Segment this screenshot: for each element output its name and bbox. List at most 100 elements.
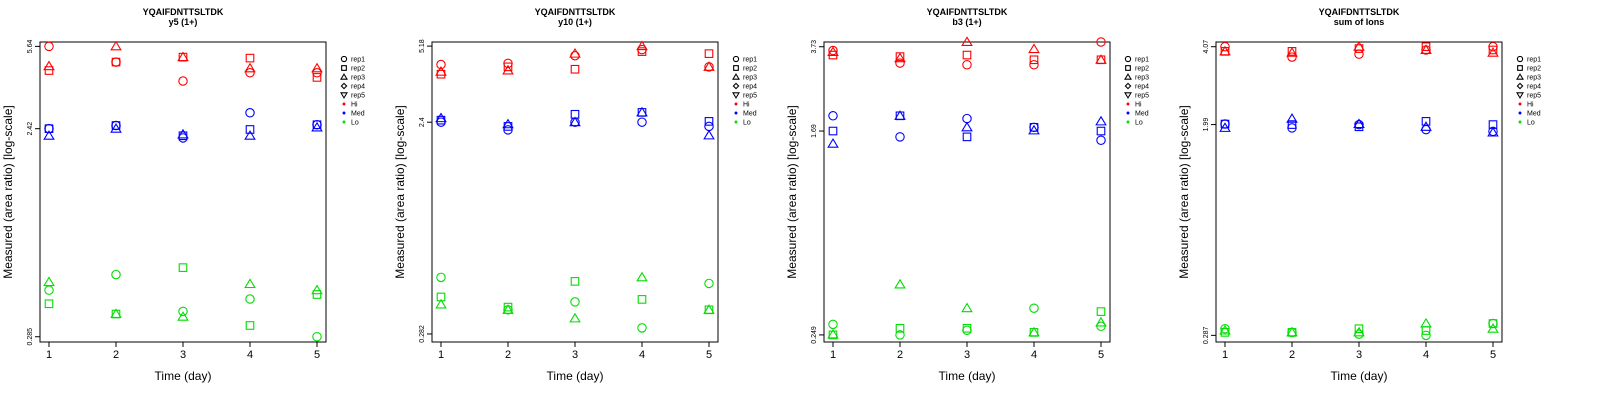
data-point-lo-rep3 xyxy=(703,304,715,314)
data-point-lo-rep3 xyxy=(502,304,514,314)
y-tick-label: 4.07 xyxy=(1203,40,1210,54)
data-point-med-rep2 xyxy=(1354,122,1364,132)
x-tick-label: 3 xyxy=(964,349,970,361)
data-point-med-rep2 xyxy=(828,126,838,136)
data-point-med-rep2 xyxy=(962,132,972,142)
x-tick-label: 1 xyxy=(46,349,52,361)
legend-symbol-rep3 xyxy=(1516,73,1524,80)
legend-symbol-rep3 xyxy=(1124,73,1132,80)
legend-color-lo xyxy=(734,120,738,124)
legend-label: Med xyxy=(1527,111,1541,118)
data-point-hi-rep1 xyxy=(570,50,580,61)
data-point-med-rep3 xyxy=(703,129,715,140)
legend: rep1 rep2 rep3 rep4 rep5 Hi Med Lo xyxy=(1516,55,1541,127)
data-point-med-rep3 xyxy=(827,138,839,148)
data-point-lo-rep1 xyxy=(178,306,188,317)
data-point-lo-rep1 xyxy=(637,323,647,333)
y-tick-label: 0.249 xyxy=(811,326,818,344)
data-point-hi-rep1 xyxy=(44,41,54,52)
data-point-med-rep2 xyxy=(1220,119,1230,129)
data-point-hi-rep1 xyxy=(1220,41,1230,52)
data-point-med-rep1 xyxy=(704,121,714,132)
data-point-lo-rep2 xyxy=(895,323,905,333)
data-point-med-rep2 xyxy=(1029,122,1039,132)
legend-symbol-rep1 xyxy=(1516,55,1524,63)
data-point-lo-rep2 xyxy=(637,295,647,304)
data-point-med-rep3 xyxy=(1095,115,1107,126)
legend-label: rep5 xyxy=(351,93,365,100)
data-point-lo-rep1 xyxy=(704,278,714,289)
plot-frame xyxy=(1215,41,1503,343)
data-point-hi-rep1 xyxy=(1287,52,1297,62)
data-point-med-rep3 xyxy=(1487,126,1499,137)
legend-label: Med xyxy=(743,111,757,118)
data-point-hi-rep3 xyxy=(703,61,715,71)
x-tick-label: 3 xyxy=(1356,349,1362,361)
data-point-lo-rep3 xyxy=(1487,323,1499,333)
data-point-lo-rep3 xyxy=(110,308,122,319)
data-point-med-rep1 xyxy=(637,117,647,127)
x-axis-label: Time (day) xyxy=(155,369,212,383)
data-point-hi-rep2 xyxy=(570,64,580,74)
legend-color-med xyxy=(1518,111,1522,115)
data-point-hi-rep3 xyxy=(1028,43,1040,54)
legend-label: rep3 xyxy=(1135,75,1149,82)
data-point-med-rep2 xyxy=(1287,120,1297,129)
data-point-med-rep2 xyxy=(1096,126,1106,136)
data-point-lo-rep2 xyxy=(1421,326,1431,335)
data-point-hi-rep3 xyxy=(636,40,648,51)
data-point-med-rep1 xyxy=(962,113,972,124)
chart-subtitle: sum of Ions xyxy=(1334,17,1385,27)
data-point-lo-rep3 xyxy=(244,278,256,289)
data-point-med-rep3 xyxy=(1286,113,1298,123)
legend-label: Hi xyxy=(743,102,750,109)
legend-label: rep5 xyxy=(1135,93,1149,100)
data-point-med-rep2 xyxy=(312,120,322,130)
chart-title: YQAIFDNTTSLTDK xyxy=(535,7,616,17)
data-point-med-rep1 xyxy=(1096,135,1106,145)
data-point-med-rep1 xyxy=(895,132,905,142)
legend: rep1 rep2 rep3 rep4 rep5 Hi Med Lo xyxy=(732,55,757,127)
chart-subtitle: y5 (1+) xyxy=(169,17,198,27)
x-tick-label: 3 xyxy=(572,349,578,361)
legend-label: rep3 xyxy=(1527,75,1541,82)
legend-label: Hi xyxy=(351,102,358,109)
data-point-hi-rep2 xyxy=(1421,42,1431,52)
data-point-hi-rep1 xyxy=(1029,59,1039,70)
data-point-med-rep3 xyxy=(1028,124,1040,135)
data-point-lo-rep2 xyxy=(962,323,972,333)
x-tick-label: 2 xyxy=(1289,349,1295,361)
x-tick-label: 3 xyxy=(180,349,186,361)
y-axis-label: Measured (area ratio) [log-scale] xyxy=(1,105,15,278)
legend-color-lo xyxy=(342,120,346,124)
data-point-hi-rep1 xyxy=(312,68,322,78)
data-point-hi-rep3 xyxy=(1095,54,1107,64)
data-point-med-rep3 xyxy=(43,130,55,140)
y-axis-label: Measured (area ratio) [log-scale] xyxy=(1177,105,1191,278)
legend-symbol-rep5 xyxy=(1124,92,1132,99)
legend-label: rep4 xyxy=(1135,84,1149,91)
data-point-lo-rep1 xyxy=(962,325,972,336)
legend-label: rep2 xyxy=(1527,66,1541,73)
data-point-hi-rep2 xyxy=(312,73,322,82)
legend-label: Hi xyxy=(1135,102,1142,109)
legend-label: rep2 xyxy=(743,66,757,73)
data-point-lo-rep1 xyxy=(1421,330,1431,341)
legend-symbol-rep5 xyxy=(1516,92,1524,99)
data-point-hi-rep1 xyxy=(895,58,905,68)
legend-label: rep5 xyxy=(743,93,757,100)
data-point-hi-rep2 xyxy=(704,49,714,58)
data-point-med-rep3 xyxy=(435,112,447,123)
x-axis-label: Time (day) xyxy=(547,369,604,383)
x-axis-label: Time (day) xyxy=(939,369,996,383)
data-point-lo-rep3 xyxy=(894,278,906,289)
legend-color-med xyxy=(1126,111,1130,115)
legend-label: rep3 xyxy=(743,75,757,82)
data-point-lo-rep1 xyxy=(1029,303,1039,313)
data-point-hi-rep3 xyxy=(311,62,323,73)
legend-symbol-rep4 xyxy=(1516,82,1524,90)
chart-title: YQAIFDNTTSLTDK xyxy=(143,7,224,17)
legend-label: rep5 xyxy=(1527,93,1541,100)
legend: rep1 rep2 rep3 rep4 rep5 Hi Med Lo xyxy=(340,55,365,127)
legend-label: rep1 xyxy=(351,57,365,64)
